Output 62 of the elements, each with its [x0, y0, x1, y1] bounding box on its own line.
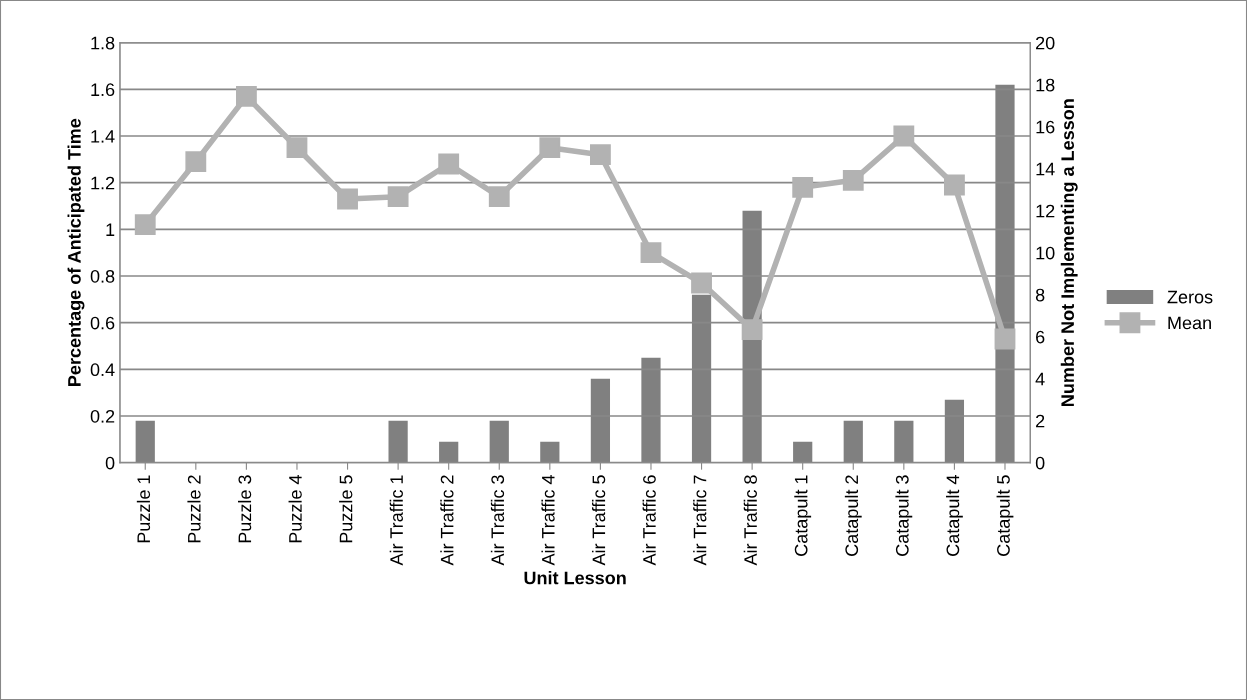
- y2-tick-label: 16: [1036, 120, 1055, 134]
- y2-tick-label: 0: [1035, 456, 1045, 470]
- point: [893, 125, 915, 147]
- y-tick-label: 0: [105, 456, 115, 470]
- x-tick-label: Air Traffic 1: [389, 475, 403, 566]
- point: [185, 151, 207, 173]
- point: [640, 242, 662, 264]
- y2-tick-label: 14: [1036, 162, 1055, 176]
- x-tick-label: Puzzle 2: [187, 475, 201, 543]
- x-tick-label: Catapult 1: [794, 475, 812, 556]
- x-tick-label: Air Traffic 7: [693, 475, 707, 566]
- y2-tick-label: 18: [1036, 78, 1055, 92]
- point: [943, 174, 965, 196]
- point: [741, 319, 763, 341]
- x-tick-label: Air Traffic 6: [642, 475, 656, 566]
- point: [539, 137, 561, 159]
- point: [438, 153, 460, 175]
- y-tick-label: 0.6: [90, 316, 115, 330]
- point: [134, 214, 156, 236]
- x-tick-label: Puzzle 4: [288, 475, 302, 543]
- point: [691, 272, 712, 294]
- y2-tick-label: 20: [1036, 36, 1055, 50]
- x-tick-label: Air Traffic 5: [591, 475, 606, 566]
- y2-axis-title: Number Not Implementing a Lesson: [1060, 99, 1078, 406]
- y2-tick-label: 8: [1035, 288, 1045, 302]
- x-tick-label: Air Traffic 2: [440, 475, 454, 566]
- point: [286, 137, 308, 159]
- x-tick-label: Puzzle 5: [339, 475, 353, 543]
- y-tick-label: 0.2: [90, 409, 115, 423]
- x-tick-label: Catapult 3: [895, 475, 913, 556]
- x-tick-label: Air Traffic 8: [743, 475, 757, 566]
- y-tick-label: 1.4: [91, 130, 115, 143]
- x-tick-label: Puzzle 1: [136, 475, 151, 543]
- x-axis-title: Unit Lesson: [524, 571, 626, 585]
- legend-label: Zeros: [1167, 290, 1213, 304]
- y2-tick-label: 4: [1035, 372, 1045, 386]
- legend-label: Mean: [1168, 316, 1211, 330]
- y-tick-label: 1.2: [91, 176, 115, 190]
- point: [488, 186, 510, 208]
- y-tick-label: 1.6: [91, 83, 115, 97]
- y2-tick-label: 12: [1036, 204, 1055, 218]
- point: [337, 188, 358, 210]
- y2-tick-label: 2: [1036, 414, 1045, 428]
- point: [589, 144, 611, 166]
- y-axis-title: Percentage of Anticipated Time: [67, 118, 85, 386]
- x-tick-label: Catapult 5: [996, 475, 1014, 556]
- point: [387, 186, 409, 208]
- point: [792, 176, 814, 198]
- y-tick-label: 1: [106, 223, 115, 236]
- x-tick-label: Catapult 4: [946, 475, 963, 556]
- point: [994, 328, 1016, 350]
- y-tick-label: 0.8: [90, 269, 115, 283]
- x-tick-label: Air Traffic 4: [541, 475, 555, 566]
- point: [842, 169, 864, 191]
- y2-tick-label: 6: [1036, 330, 1045, 344]
- y-tick-label: 1.8: [91, 36, 115, 50]
- y2-tick-label: 10: [1036, 246, 1055, 260]
- x-tick-label: Catapult 2: [844, 475, 862, 556]
- x-tick-label: Puzzle 3: [237, 475, 252, 543]
- point: [235, 85, 257, 107]
- y-tick-label: 0.4: [90, 363, 115, 377]
- x-tick-label: Air Traffic 3: [490, 475, 505, 566]
